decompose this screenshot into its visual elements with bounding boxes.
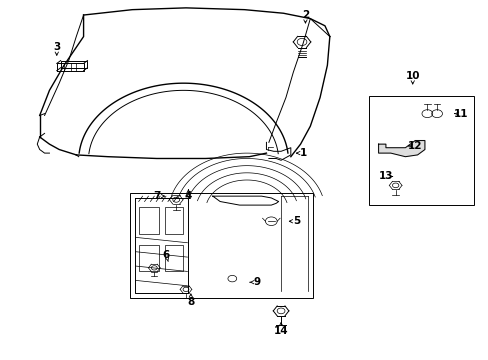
Bar bbox=[130, 193, 312, 298]
Text: 5: 5 bbox=[293, 216, 300, 226]
Text: 2: 2 bbox=[301, 10, 308, 20]
Text: 9: 9 bbox=[253, 277, 260, 287]
Bar bbox=[139, 244, 159, 271]
Text: 12: 12 bbox=[407, 141, 422, 151]
Text: 3: 3 bbox=[53, 42, 61, 52]
Text: 14: 14 bbox=[273, 325, 288, 336]
Bar bbox=[139, 207, 159, 234]
Text: 10: 10 bbox=[405, 71, 419, 81]
Bar bbox=[164, 207, 182, 234]
Text: 8: 8 bbox=[187, 297, 194, 307]
Text: 7: 7 bbox=[153, 191, 160, 201]
Bar bbox=[368, 96, 473, 205]
Bar bbox=[164, 244, 182, 271]
Text: 6: 6 bbox=[163, 250, 170, 260]
Polygon shape bbox=[378, 140, 424, 157]
Text: 1: 1 bbox=[299, 148, 306, 158]
Text: 4: 4 bbox=[184, 191, 192, 201]
Text: 11: 11 bbox=[453, 109, 468, 119]
Text: 13: 13 bbox=[378, 171, 392, 181]
